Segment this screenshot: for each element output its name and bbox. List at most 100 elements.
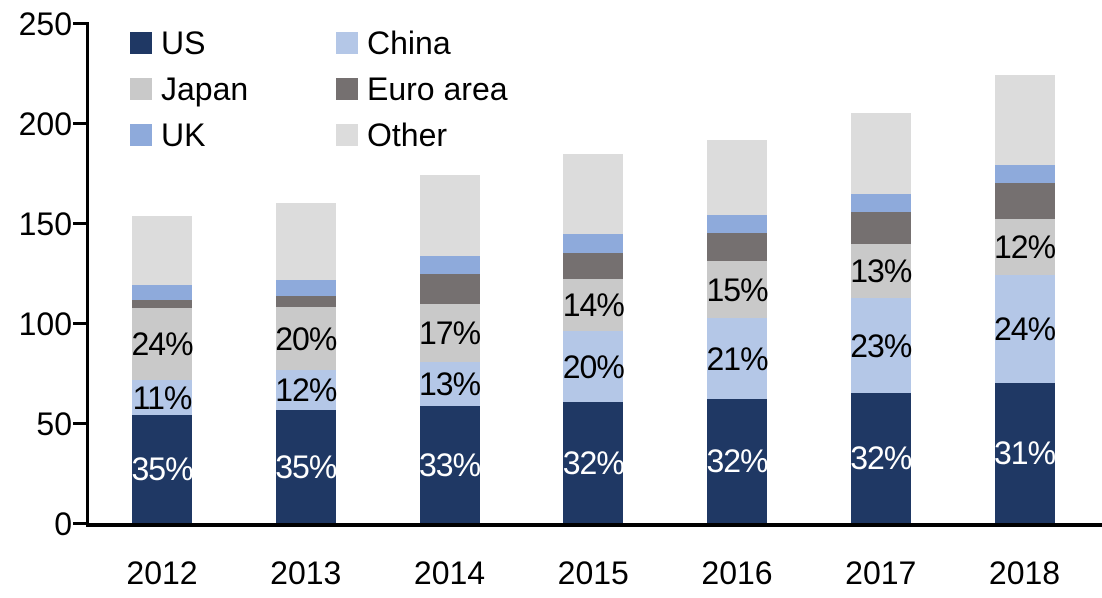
- bar-segment-value-label: 24%: [993, 311, 1056, 347]
- bar-segment-us-2015: [563, 402, 624, 523]
- bar-segment-value-label: 31%: [993, 435, 1056, 471]
- bar-segment-value-label: 15%: [706, 271, 768, 308]
- bar-segment-uk-2012: [132, 285, 192, 300]
- bar-segment-china-2015: [563, 331, 624, 402]
- x-axis-label-2016: 2016: [701, 555, 773, 591]
- bar-segment-us-2014: [419, 406, 480, 523]
- y-axis-tick-label: 150: [18, 206, 72, 242]
- bar-segment-uk-2018: [994, 165, 1055, 183]
- bar-segment-value-label: 32%: [706, 443, 768, 479]
- x-axis-label-2015: 2015: [557, 555, 629, 591]
- bar-segment-value-label: 17%: [418, 315, 481, 351]
- bar-segment-other-2015: [563, 154, 624, 234]
- legend-label: Other: [367, 117, 448, 153]
- bar-segment-euro-area-2016: [707, 233, 767, 261]
- bar-segment-other-2014: [419, 175, 480, 256]
- bar-segment-china-2016: [707, 318, 767, 399]
- bar-segment-uk-2017: [850, 194, 911, 212]
- y-axis-tick: [73, 22, 89, 25]
- bar-segment-us-2012: [132, 415, 192, 523]
- bar-segment-us-2017: [850, 393, 911, 523]
- y-axis-line: [86, 23, 89, 527]
- x-axis-label-2012: 2012: [126, 555, 198, 591]
- bar-segment-japan-2014: [419, 304, 480, 362]
- y-axis-tick: [73, 122, 89, 125]
- bar-segment-japan-2017: [850, 244, 911, 298]
- legend-label: China: [367, 25, 451, 61]
- legend-label: UK: [161, 117, 206, 153]
- y-axis-tick-label: 0: [54, 506, 72, 542]
- bar-segment-value-label: 32%: [562, 444, 625, 481]
- legend-item-uk: UK: [130, 119, 336, 151]
- bar-segment-china-2013: [275, 370, 336, 410]
- y-axis-tick-label: 50: [36, 406, 72, 442]
- bar-segment-uk-2014: [419, 256, 480, 274]
- bar-segment-value-label: 13%: [418, 366, 481, 402]
- legend-swatch-icon: [336, 32, 358, 54]
- legend-swatch-icon: [336, 124, 358, 146]
- x-axis-label-2013: 2013: [270, 555, 342, 591]
- legend-item-euro-area: Euro area: [336, 73, 508, 105]
- bar-segment-uk-2015: [563, 234, 624, 253]
- bar-segment-us-2018: [994, 383, 1055, 523]
- x-axis-label-2014: 2014: [413, 555, 486, 591]
- bar-segment-euro-area-2012: [132, 300, 192, 308]
- bar-segment-value-label: 12%: [993, 229, 1056, 265]
- bar-segment-euro-area-2015: [563, 253, 624, 279]
- legend-label: US: [161, 25, 206, 61]
- bar-segment-other-2013: [275, 203, 336, 280]
- bar-segment-china-2018: [994, 275, 1055, 383]
- legend-label: Euro area: [367, 71, 508, 107]
- bar-segment-value-label: 33%: [418, 446, 481, 483]
- bar-segment-uk-2013: [275, 280, 336, 296]
- bar-segment-china-2014: [419, 362, 480, 406]
- legend-item-us: US: [130, 27, 336, 59]
- y-axis-tick-label: 200: [18, 106, 72, 142]
- bar-segment-euro-area-2013: [275, 296, 336, 307]
- bar-segment-value-label: 35%: [131, 451, 193, 487]
- bar-segment-value-label: 24%: [131, 326, 193, 362]
- bar-segment-value-label: 21%: [706, 340, 768, 377]
- bar-segment-us-2016: [707, 399, 767, 523]
- bar-segment-other-2012: [132, 216, 192, 285]
- bar-segment-euro-area-2014: [419, 274, 480, 304]
- legend-swatch-icon: [130, 32, 152, 54]
- bar-segment-value-label: 23%: [850, 327, 912, 364]
- bar-segment-japan-2012: [132, 308, 192, 380]
- bar-segment-value-label: 13%: [850, 253, 912, 289]
- legend-swatch-icon: [336, 78, 358, 100]
- bar-segment-value-label: 35%: [275, 448, 337, 485]
- x-axis-label-2018: 2018: [988, 555, 1061, 591]
- legend: US China Japan Euro area UK Other: [130, 27, 508, 151]
- legend-swatch-icon: [130, 78, 152, 100]
- y-axis-tick: [73, 222, 89, 225]
- legend-item-japan: Japan: [130, 73, 336, 105]
- bar-segment-china-2012: [132, 380, 192, 415]
- x-axis-line: [86, 523, 1102, 527]
- legend-label: Japan: [161, 71, 249, 107]
- bar-segment-japan-2013: [275, 307, 336, 370]
- legend-item-china: China: [336, 27, 508, 59]
- bar-segment-euro-area-2017: [850, 212, 911, 244]
- bar-segment-euro-area-2018: [994, 183, 1055, 219]
- y-axis-tick-label: 100: [18, 306, 72, 342]
- bar-segment-japan-2015: [563, 279, 624, 331]
- bar-segment-japan-2018: [994, 219, 1055, 275]
- bar-segment-value-label: 12%: [275, 372, 337, 408]
- bar-segment-other-2018: [994, 75, 1055, 165]
- legend-item-other: Other: [336, 119, 508, 151]
- bar-segment-japan-2016: [707, 261, 767, 318]
- bar-segment-us-2013: [275, 410, 336, 523]
- bar-segment-value-label: 11%: [132, 379, 193, 416]
- legend-swatch-icon: [130, 124, 152, 146]
- y-axis-tick-label: 250: [18, 6, 72, 42]
- bar-segment-value-label: 20%: [562, 348, 625, 385]
- y-axis-tick: [73, 522, 89, 525]
- x-axis-label-2017: 2017: [845, 555, 917, 591]
- bar-segment-value-label: 14%: [562, 287, 625, 323]
- bar-segment-other-2016: [707, 140, 767, 215]
- bar-segment-value-label: 20%: [275, 320, 337, 357]
- bar-segment-other-2017: [850, 113, 911, 194]
- bar-segment-value-label: 32%: [850, 440, 912, 476]
